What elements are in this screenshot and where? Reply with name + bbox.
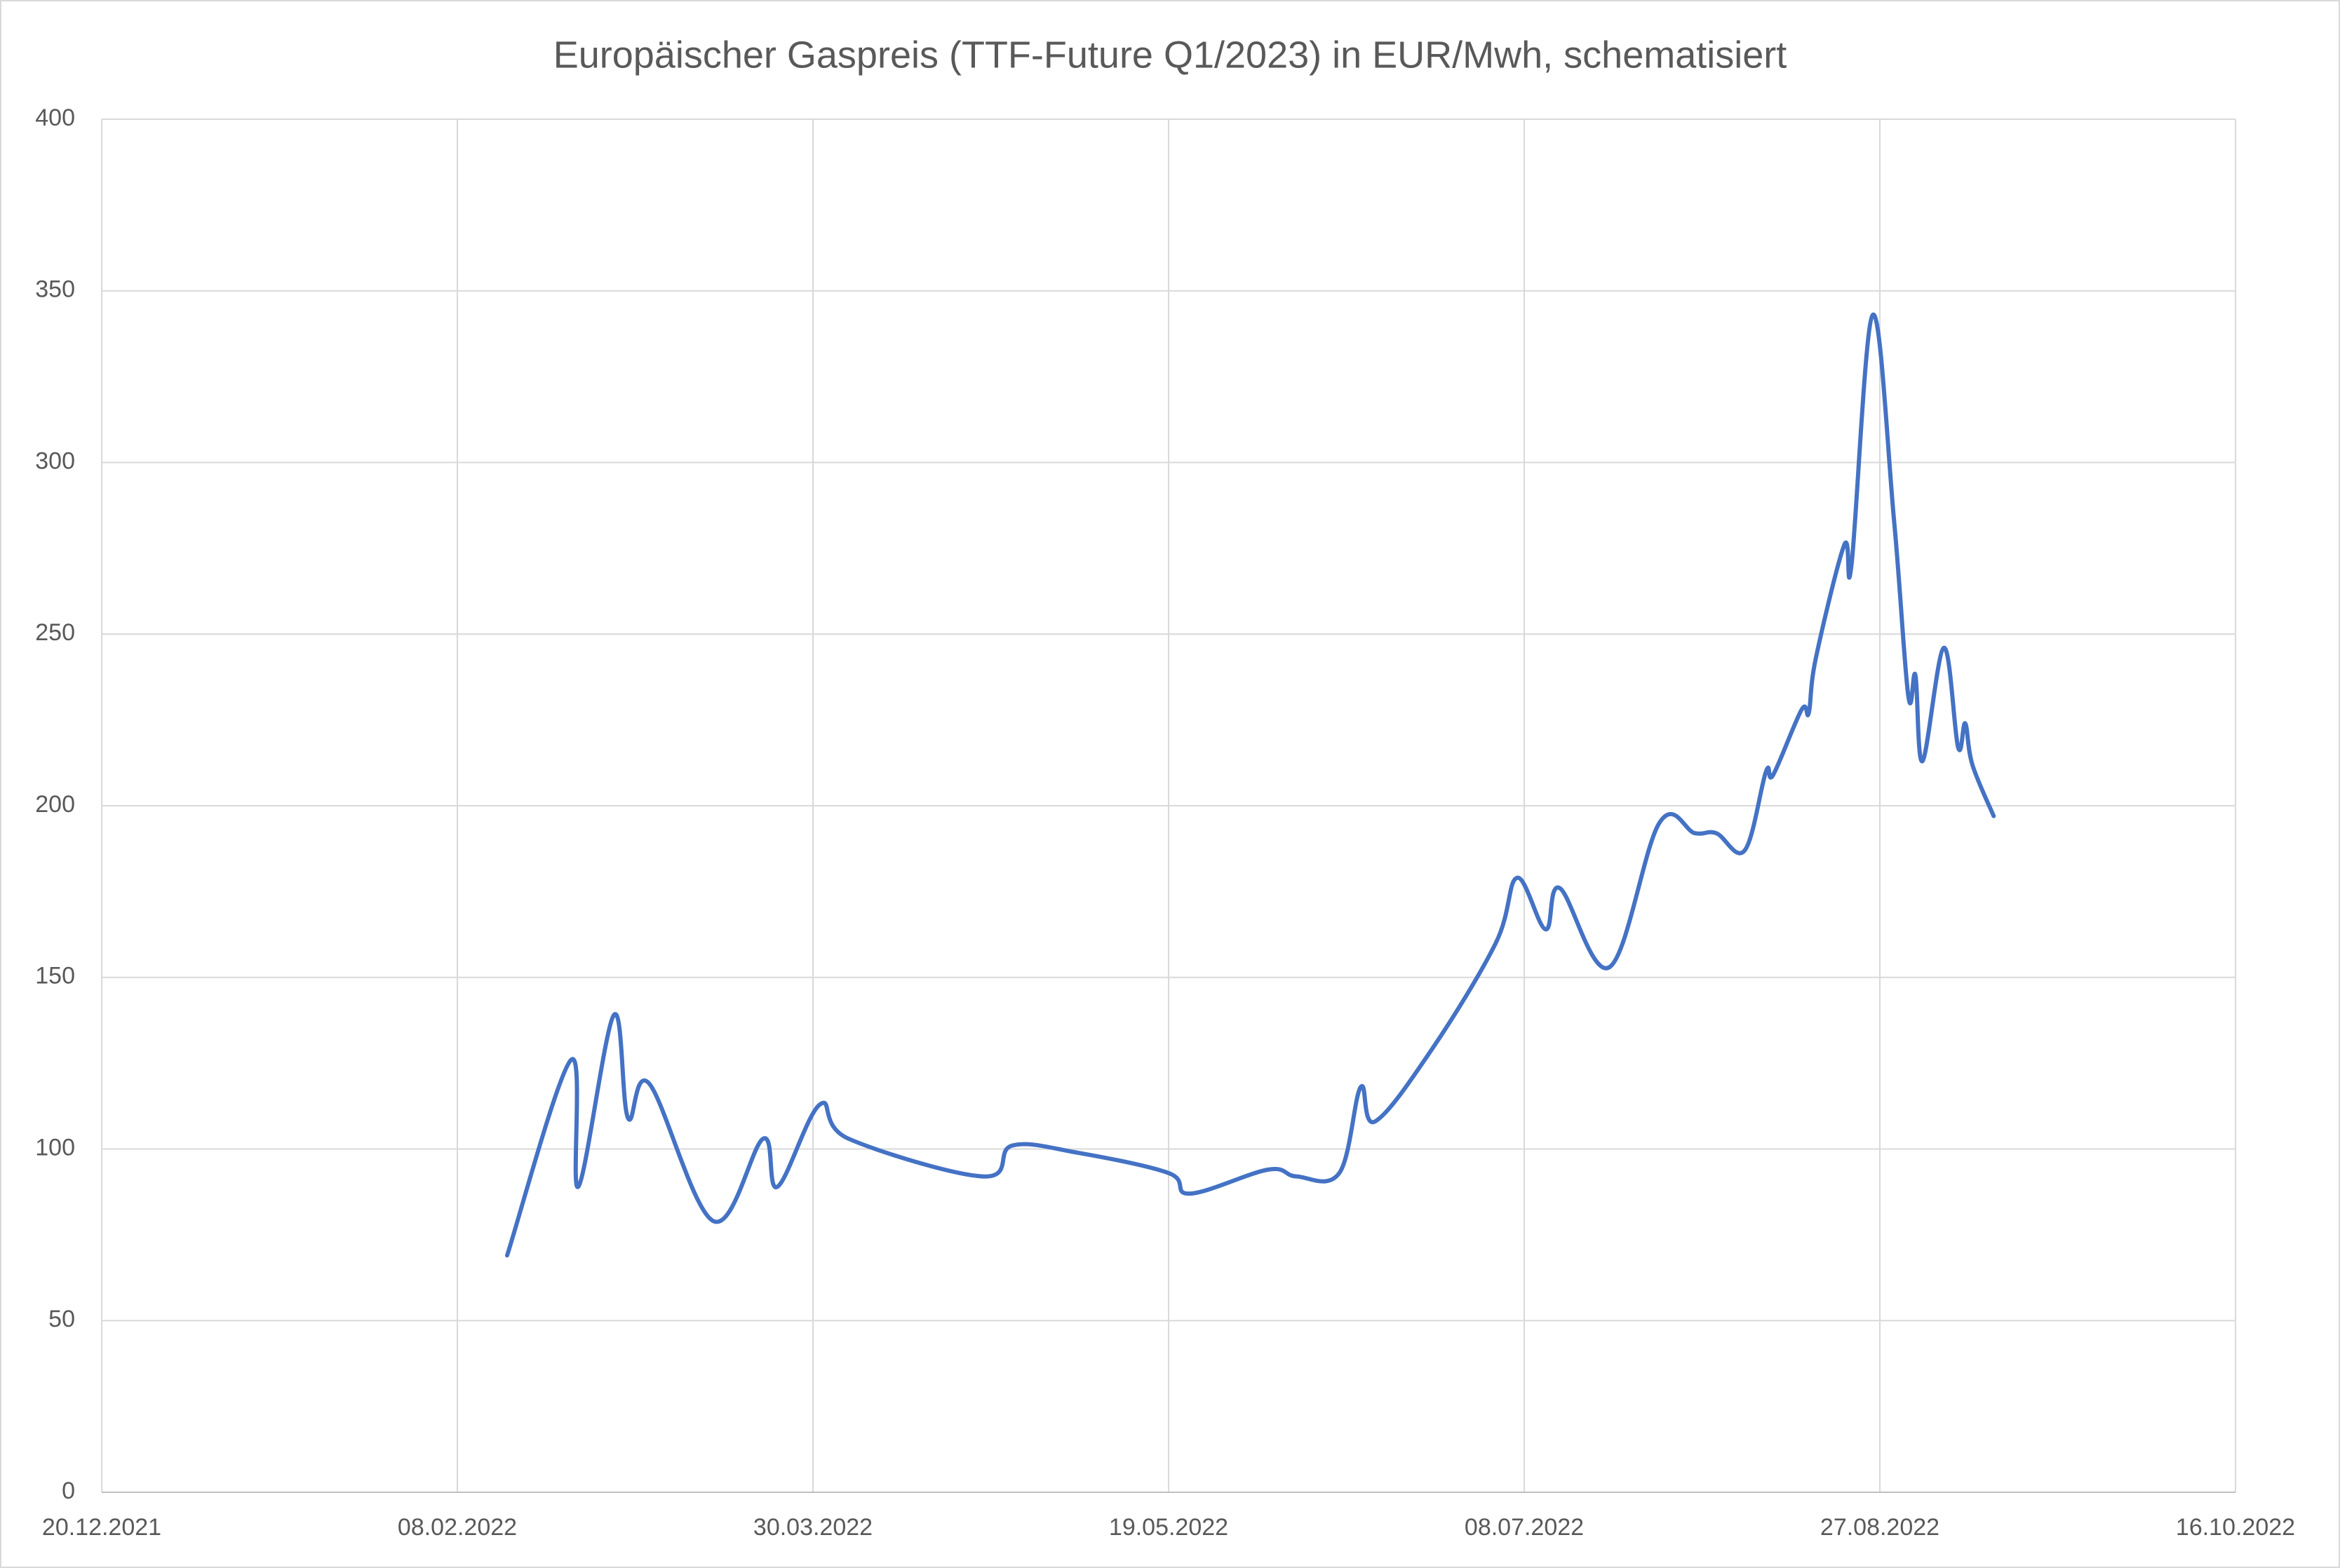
x-tick-label: 16.10.2022 xyxy=(2176,1514,2295,1541)
x-tick-label: 08.02.2022 xyxy=(398,1514,517,1541)
y-tick-label: 400 xyxy=(35,104,75,131)
data-line xyxy=(504,312,1996,1258)
x-tick-label: 20.12.2021 xyxy=(42,1514,161,1541)
y-tick-label: 50 xyxy=(48,1306,75,1332)
x-tick-label: 27.08.2022 xyxy=(1820,1514,1939,1541)
y-tick-label: 300 xyxy=(35,447,75,474)
y-tick-label: 100 xyxy=(35,1134,75,1161)
y-tick-label: 0 xyxy=(62,1478,75,1504)
y-tick-label: 150 xyxy=(35,963,75,989)
y-tick-label: 350 xyxy=(35,276,75,303)
x-tick-label: 19.05.2022 xyxy=(1109,1514,1228,1541)
chart-title: Europäischer Gaspreis (TTF-Future Q1/202… xyxy=(553,34,1787,76)
y-tick-label: 200 xyxy=(35,791,75,818)
y-tick-label: 250 xyxy=(35,619,75,646)
x-tick-label: 30.03.2022 xyxy=(753,1514,873,1541)
x-tick-label: 08.07.2022 xyxy=(1465,1514,1584,1541)
